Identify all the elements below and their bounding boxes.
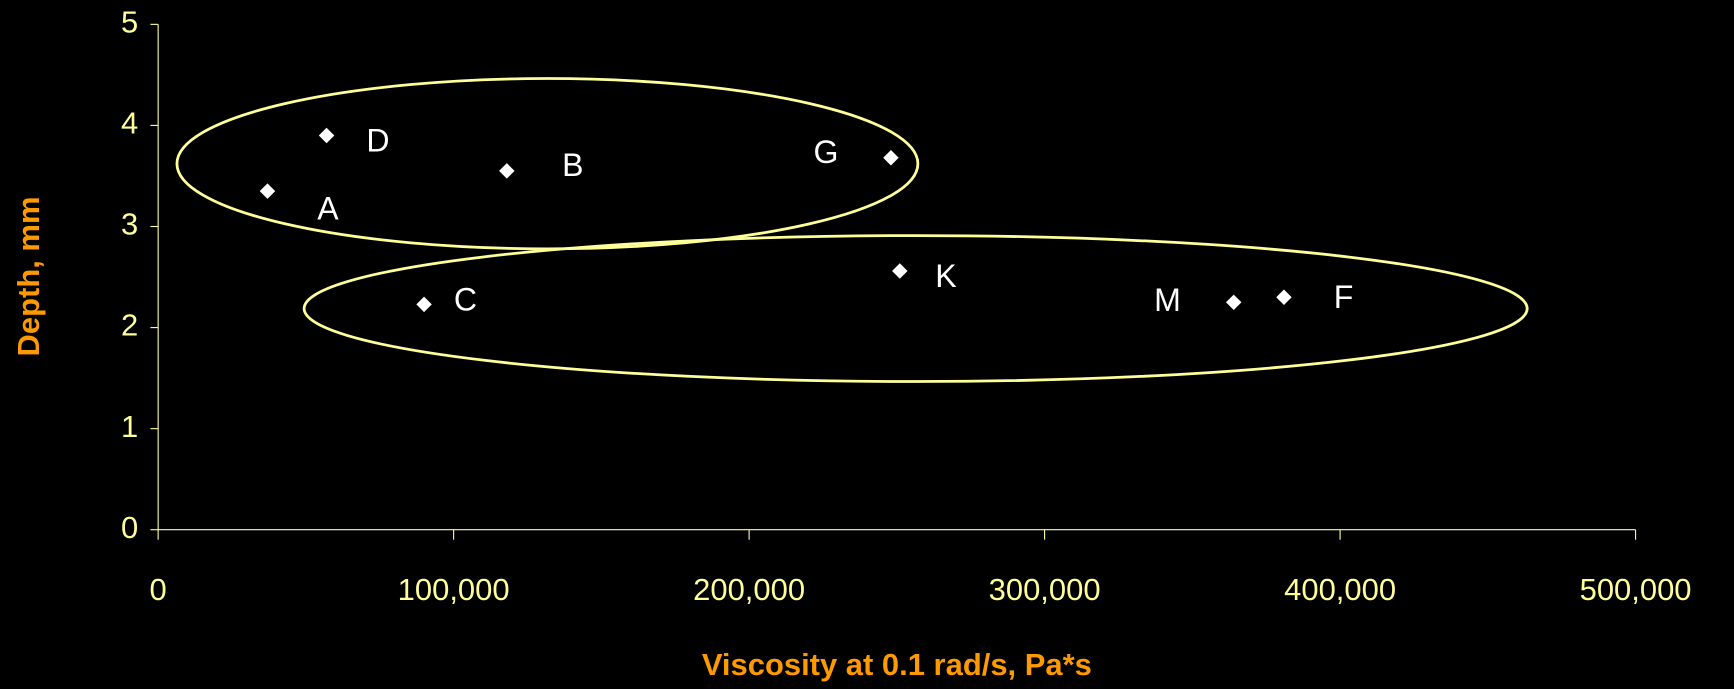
x-tick-label: 300,000 (989, 572, 1101, 607)
group-ellipse (175, 77, 920, 251)
point (883, 150, 899, 166)
y-tick-label: 3 (121, 207, 138, 242)
point-label: G (814, 134, 839, 170)
point (499, 163, 515, 179)
point (416, 296, 432, 313)
point-label: B (562, 147, 583, 183)
point-label: K (935, 258, 957, 294)
x-tick-label: 0 (150, 572, 167, 607)
group-ellipse (302, 234, 1529, 383)
y-axis-title: Depth, mm (11, 197, 46, 357)
y-tick-label: 1 (121, 409, 138, 444)
point-label: A (317, 191, 339, 227)
y-tick-label: 4 (121, 106, 138, 141)
point (892, 263, 908, 279)
point (1276, 289, 1292, 305)
x-tick-label: 500,000 (1580, 572, 1692, 607)
y-tick-label: 2 (121, 308, 138, 343)
x-axis-title: Viscosity at 0.1 rad/s, Pa*s (702, 647, 1092, 682)
x-tick-label: 100,000 (398, 572, 510, 607)
x-tick-label: 400,000 (1284, 572, 1396, 607)
point-label: D (366, 123, 389, 159)
point-label: M (1154, 282, 1181, 318)
x-tick-label: 200,000 (693, 572, 805, 607)
point-label: C (454, 282, 477, 318)
y-tick-label: 0 (121, 510, 138, 545)
point (1225, 294, 1242, 311)
point-label: F (1334, 279, 1354, 315)
y-tick-label: 5 (121, 5, 138, 40)
